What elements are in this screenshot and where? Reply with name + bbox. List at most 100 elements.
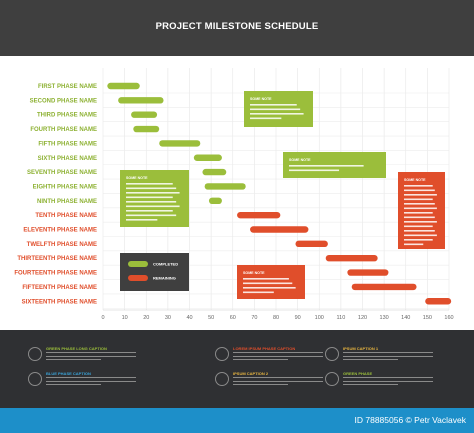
gantt-bar xyxy=(295,240,328,248)
note-text-line xyxy=(404,198,433,201)
note-title: SOME NOTE xyxy=(404,178,426,182)
note-box xyxy=(237,265,305,299)
note-text-line xyxy=(404,207,437,210)
note-box xyxy=(120,170,189,227)
page-title: PROJECT MILESTONE SCHEDULE xyxy=(155,21,319,32)
gantt-bar xyxy=(325,255,378,262)
note-title: SOME NOTE xyxy=(250,97,272,101)
footer-caption-title: IPSUM CAPTION 1 xyxy=(343,346,379,351)
note-text-line xyxy=(404,189,435,192)
note-text-line xyxy=(250,117,282,120)
note-text-line xyxy=(404,203,435,205)
footer-caption-title: IPSUM CAPTION 2 xyxy=(233,371,269,376)
footer-icon xyxy=(215,372,229,386)
note-text-line xyxy=(126,192,180,194)
note-text-line xyxy=(243,278,289,280)
phase-label: SEVENTH PHASE NAME xyxy=(27,170,97,176)
note-text-line xyxy=(126,205,180,208)
footer-caption-text-line xyxy=(46,384,101,386)
note-text-line xyxy=(126,196,173,199)
gantt-bar xyxy=(133,125,160,133)
phase-label: SECOND PHASE NAME xyxy=(30,98,97,104)
phase-label: TENTH PHASE NAME xyxy=(35,213,97,219)
footer-caption-text-line xyxy=(46,352,136,354)
note-title: SOME NOTE xyxy=(243,271,265,275)
note-text-line xyxy=(404,216,435,219)
phase-label: NINTH PHASE NAME xyxy=(37,199,97,205)
x-tick-label: 80 xyxy=(273,315,279,321)
phase-label: THIRTEENTH PHASE NAME xyxy=(17,256,97,262)
legend-swatch xyxy=(128,275,148,281)
footer-caption-text-line xyxy=(343,384,398,386)
header-bar: PROJECT MILESTONE SCHEDULE xyxy=(0,0,474,56)
x-tick-label: 100 xyxy=(315,315,324,321)
x-tick-label: 140 xyxy=(401,315,410,321)
footer-caption-text-line xyxy=(46,359,101,361)
phase-label: THIRD PHASE NAME xyxy=(37,113,97,119)
note-text-line xyxy=(250,104,297,106)
note-text-line xyxy=(250,108,301,111)
gantt-chart: 0 10 20 30 40 50 60 70 80 90 100 110 120 130 140 150 160… xyxy=(0,56,474,330)
note-text-line xyxy=(404,225,433,228)
gantt-bar xyxy=(208,197,222,204)
footer-icon xyxy=(325,347,339,361)
x-tick-label: 90 xyxy=(295,315,301,321)
phase-label: TWELFTH PHASE NAME xyxy=(27,242,97,248)
phase-label: SIXTEENTH PHASE NAME xyxy=(22,299,97,305)
note-text-line xyxy=(404,230,435,232)
x-tick-label: 60 xyxy=(230,315,236,321)
note-text-line xyxy=(404,239,433,241)
stock-credit: ID 78885056 © Petr Vaclavek xyxy=(354,415,466,425)
x-tick-label: 130 xyxy=(380,315,389,321)
phase-label: FIFTH PHASE NAME xyxy=(38,141,97,147)
gantt-bar xyxy=(159,140,201,147)
footer-caption-text-line xyxy=(343,352,433,354)
phase-label: FIRST PHASE NAME xyxy=(38,84,97,90)
note-text-line xyxy=(404,243,424,246)
footer-caption-text-line xyxy=(233,355,323,357)
gantt-bar xyxy=(202,168,227,176)
note-text-line xyxy=(404,234,437,237)
note-text-line xyxy=(126,210,173,212)
gantt-bar xyxy=(250,226,309,233)
legend-label: REMAINING xyxy=(153,276,176,281)
gantt-bar xyxy=(237,211,281,219)
footer-caption-text-line xyxy=(46,380,136,382)
gantt-bar xyxy=(118,97,164,104)
note-text-line xyxy=(250,113,304,115)
footer-caption-text-line xyxy=(233,359,288,361)
note-title: SOME NOTE xyxy=(289,158,311,162)
stock-bar: ID 78885056 © Petr Vaclavek xyxy=(0,408,474,433)
gantt-bar xyxy=(351,283,417,291)
footer-caption-text-line xyxy=(46,377,136,379)
footer-caption-title: GREEN PHASE xyxy=(343,371,373,376)
note-text-line xyxy=(404,221,437,223)
x-tick-label: 70 xyxy=(251,315,257,321)
x-tick-label: 120 xyxy=(358,315,367,321)
note-text-line xyxy=(126,187,177,190)
footer-caption-title: LOREM IPSUM PHASE CAPTION xyxy=(233,346,296,351)
footer-caption-text-line xyxy=(343,359,398,361)
gantt-bar xyxy=(204,183,246,190)
footer-caption-text-line xyxy=(233,384,288,386)
footer-icon xyxy=(215,347,229,361)
note-text-line xyxy=(126,183,173,185)
footer-icon xyxy=(28,372,42,386)
x-tick-label: 50 xyxy=(208,315,214,321)
gantt-bar xyxy=(193,154,222,161)
x-tick-label: 20 xyxy=(143,315,149,321)
gantt-bar xyxy=(131,111,158,118)
footer-caption-text-line xyxy=(343,377,433,379)
x-tick-label: 160 xyxy=(444,315,453,321)
legend-box xyxy=(120,253,189,291)
gantt-bar xyxy=(347,269,389,276)
gantt-bar xyxy=(425,298,452,305)
note-text-line xyxy=(404,194,437,196)
footer-icon xyxy=(325,372,339,386)
x-tick-label: 150 xyxy=(423,315,432,321)
phase-label: FOURTEENTH PHASE NAME xyxy=(14,271,97,277)
phase-label: ELEVENTH PHASE NAME xyxy=(23,228,97,234)
phase-label: EIGHTH PHASE NAME xyxy=(33,184,97,190)
x-tick-label: 30 xyxy=(165,315,171,321)
footer-caption-text-line xyxy=(46,355,136,357)
